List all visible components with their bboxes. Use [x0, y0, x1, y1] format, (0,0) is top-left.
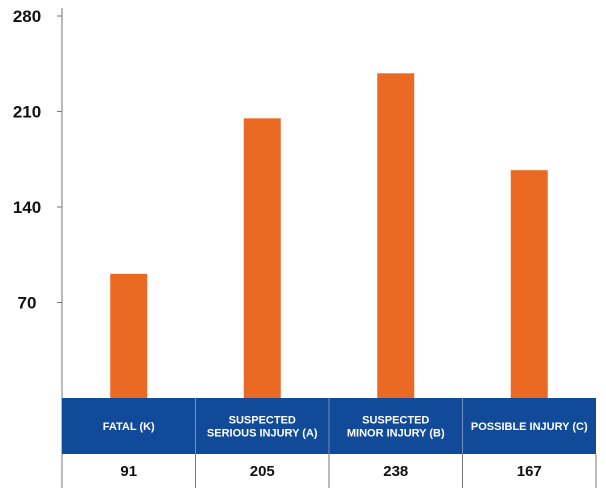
data-value-label: 205 — [250, 463, 275, 480]
category-label: FATAL (K) — [103, 421, 155, 433]
data-value-label: 167 — [517, 463, 542, 480]
data-value-label: 238 — [383, 463, 408, 480]
y-tick-label: 280 — [13, 7, 41, 26]
bar — [110, 273, 148, 398]
category-label: MINOR INJURY (B) — [347, 428, 445, 440]
category-label: SUSPECTED — [362, 415, 429, 427]
y-tick-label: 70 — [18, 294, 37, 313]
category-label: POSSIBLE INJURY (C) — [471, 421, 588, 433]
category-label: SERIOUS INJURY (A) — [207, 428, 318, 440]
bar — [510, 170, 548, 398]
data-value-label: 91 — [120, 463, 137, 480]
y-tick-label: 140 — [13, 198, 41, 217]
category-label: SUSPECTED — [229, 415, 296, 427]
bar — [377, 73, 415, 399]
y-tick-label: 210 — [13, 103, 41, 122]
bar — [243, 118, 281, 399]
